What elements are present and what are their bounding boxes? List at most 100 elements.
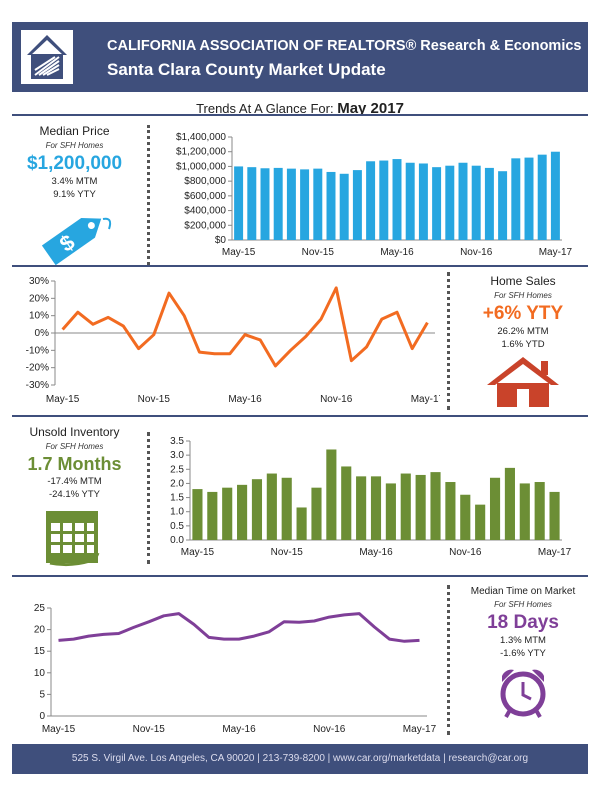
median-price-ytd: 9.1% YTY — [53, 189, 96, 200]
x-tick-label: May-16 — [359, 547, 393, 558]
median-price-chart: $0 $200,000 $400,000 $600,000 $800,000 $1,000… — [176, 132, 573, 258]
bar — [445, 165, 455, 240]
y-tick-label: 3.5 — [170, 436, 184, 447]
bar — [234, 166, 244, 240]
bar — [550, 151, 560, 240]
y-tick-label: 20 — [34, 625, 46, 636]
car-logo — [21, 30, 73, 84]
y-tick-label: 1.5 — [170, 493, 184, 504]
bar — [266, 473, 277, 540]
y-tick-label: 0 — [39, 711, 45, 722]
bar — [273, 167, 283, 240]
x-tick-label: May-15 — [222, 247, 256, 258]
x-tick-label: Nov-16 — [313, 724, 346, 735]
bar — [504, 467, 515, 540]
bar — [281, 477, 292, 540]
bar — [385, 483, 396, 540]
inventory-chart: 0.0 0.5 1.0 1.5 2.0 2.5 3.0 3.5 May-15 Nov-15 May-… — [170, 436, 572, 558]
median-price-subtitle: For SFH Homes — [45, 141, 104, 150]
y-tick-label: 5 — [39, 689, 45, 700]
bar — [484, 167, 494, 240]
y-tick-label: 2.0 — [170, 478, 184, 489]
divider — [12, 415, 588, 417]
time-on-market-ytd: -1.6% YTY — [500, 648, 546, 659]
time-on-market-chart: 0 5 10 15 20 25 May-15 Nov-15 May-16 Nov-16 May-17 — [34, 603, 437, 735]
x-tick-label: Nov-16 — [320, 394, 353, 405]
x-tick-label: Nov-15 — [302, 247, 335, 258]
x-tick-label: Nov-16 — [449, 547, 482, 558]
bar — [326, 171, 336, 240]
bar — [313, 168, 323, 240]
trends-label: Trends At A Glance For: — [196, 101, 338, 116]
x-tick-label: May-15 — [181, 547, 215, 558]
bar — [286, 168, 296, 240]
home-sales-chart: -30% -20% -10% 0% 10% 20% 30% May-15 Nov-15 May-1… — [26, 276, 440, 405]
bar — [432, 167, 442, 240]
bar — [341, 466, 352, 540]
bar — [418, 163, 428, 240]
x-tick-label: Nov-16 — [460, 247, 493, 258]
footer-text: 525 S. Virgil Ave. Los Angeles, CA 90020… — [71, 753, 529, 764]
inventory-panel: Unsold Inventory For SFH Homes 1.7 Month… — [12, 425, 137, 572]
bar — [192, 489, 203, 540]
x-tick-label: Nov-15 — [133, 724, 166, 735]
bar — [207, 491, 218, 540]
home-sales-value: +6% YTY — [482, 303, 564, 324]
bar — [405, 162, 415, 240]
y-tick-label: $600,000 — [184, 191, 226, 202]
price-tag-icon: $ — [41, 217, 111, 266]
bar — [475, 504, 486, 540]
y-tick-label: 0.5 — [170, 521, 184, 532]
bar — [537, 154, 547, 240]
bar — [326, 449, 337, 540]
y-tick-label: $1,400,000 — [176, 132, 226, 143]
bar — [471, 165, 481, 240]
trends-period: May 2017 — [337, 100, 404, 117]
house-logo-icon — [23, 32, 71, 82]
bar — [415, 474, 426, 540]
y-tick-label: -30% — [26, 380, 49, 391]
inventory-subtitle: For SFH Homes — [45, 442, 104, 451]
x-tick-label: May-16 — [228, 394, 262, 405]
calendar-icon — [45, 511, 99, 567]
y-tick-label: 30% — [29, 276, 49, 287]
inventory-title: Unsold Inventory — [29, 425, 120, 439]
header-title: CALIFORNIA ASSOCIATION OF REALTORS® Rese… — [107, 38, 582, 54]
y-tick-label: $1,200,000 — [176, 147, 226, 158]
bar — [237, 484, 248, 540]
bar — [430, 472, 441, 540]
home-sales-subtitle: For SFH Homes — [494, 291, 552, 300]
median-price-title: Median Price — [39, 124, 110, 138]
bar — [549, 491, 560, 540]
x-tick-label: May-17 — [403, 724, 437, 735]
bar — [524, 157, 534, 240]
bar — [460, 494, 471, 540]
divider — [12, 265, 588, 267]
bar — [222, 487, 233, 540]
bar — [498, 171, 508, 240]
footer: 525 S. Virgil Ave. Los Angeles, CA 90020… — [12, 744, 588, 774]
y-tick-label: 25 — [34, 603, 46, 614]
y-tick-label: $400,000 — [184, 206, 226, 217]
time-on-market-panel: Median Time on Market For SFH Homes 18 D… — [458, 586, 588, 725]
x-tick-label: May-17 — [411, 394, 440, 405]
bar — [356, 476, 367, 540]
bar — [300, 169, 310, 240]
bar — [511, 158, 521, 240]
bar — [260, 168, 270, 240]
x-tick-label: Nov-15 — [271, 547, 304, 558]
median-price-mtm: 3.4% MTM — [51, 176, 98, 187]
dotted-separator — [447, 585, 450, 735]
bar — [489, 477, 501, 540]
median-price-value: $1,200,000 — [26, 153, 123, 174]
time-on-market-value: 18 Days — [487, 612, 559, 633]
y-tick-label: 2.5 — [170, 464, 184, 475]
y-tick-label: $800,000 — [184, 176, 226, 187]
dotted-separator — [147, 432, 150, 564]
y-tick-label: 10 — [34, 668, 46, 679]
home-sales-title: Home Sales — [490, 274, 556, 288]
bar — [296, 507, 307, 540]
y-tick-label: 10% — [29, 311, 49, 322]
inventory-value: 1.7 Months — [27, 454, 122, 474]
inventory-ytd: -24.1% YTY — [48, 489, 101, 500]
